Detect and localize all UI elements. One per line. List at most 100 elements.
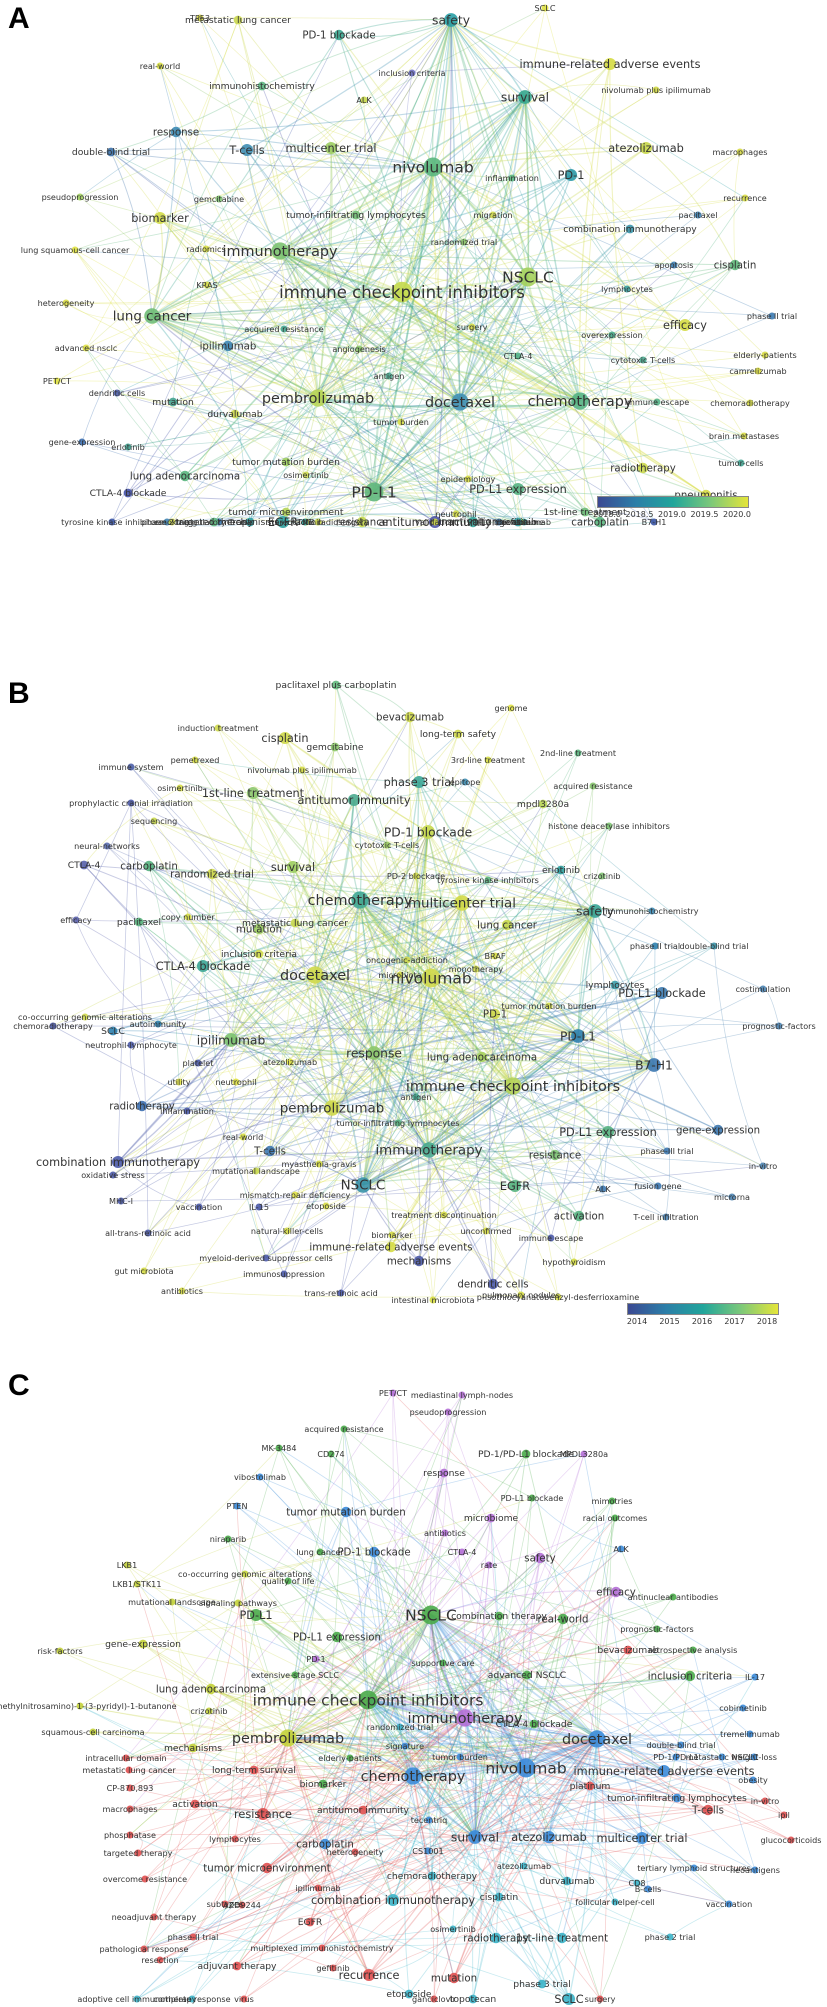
edge: [151, 315, 745, 437]
node-nivolumab: [423, 157, 443, 177]
edge: [596, 1738, 643, 1839]
edge: [279, 166, 434, 252]
edge: [279, 250, 519, 490]
edge: [178, 974, 316, 1083]
edge: [318, 1085, 514, 1165]
node-camrelizumab: [754, 367, 762, 375]
edge: [430, 1614, 785, 1816]
edge: [137, 1737, 289, 1854]
node-inclusion-criteria: [408, 69, 416, 77]
edge: [427, 1809, 709, 1852]
edge: [412, 1738, 598, 1777]
node-advanced-nsclc: [522, 1670, 532, 1680]
edge: [252, 792, 514, 1087]
edge: [269, 1150, 556, 1160]
node-chemotherapy: [351, 891, 369, 909]
edge: [368, 1738, 598, 1976]
edge: [287, 1580, 476, 1838]
edge: [283, 1107, 333, 1275]
node-tumor-mutation-burden: [281, 457, 291, 467]
edge: [474, 1564, 490, 1838]
label-sclc: SCLC: [535, 3, 556, 13]
edge: [85, 347, 436, 523]
edge: [453, 1738, 598, 1979]
node-nsclc: [518, 267, 538, 287]
edge: [210, 1688, 414, 1777]
label-chemotherapy: chemotherapy: [308, 893, 413, 909]
edge: [354, 1851, 616, 1903]
label-acquired-resistance: acquired resistance: [244, 324, 323, 334]
edge: [305, 19, 452, 476]
edge: [184, 96, 526, 477]
edge: [230, 928, 260, 1041]
edge: [112, 910, 596, 1032]
edge: [367, 1596, 674, 1701]
edge: [373, 875, 417, 1054]
label-phase-iii-trial: phase-III trial: [640, 1146, 693, 1156]
edge: [317, 147, 332, 399]
edge: [433, 1767, 527, 2000]
node-sequencing: [150, 817, 158, 825]
node-immunotherapy: [421, 1142, 437, 1158]
edge: [283, 96, 526, 330]
label-mutation: mutation: [236, 925, 282, 936]
node-atezolizumab: [542, 1830, 556, 1844]
label-racial-outcomes: racial outcomes: [583, 1513, 648, 1523]
edge: [391, 910, 596, 1236]
label-radiotherapy: radiotherapy: [109, 1102, 175, 1113]
node-multicenter-trial: [324, 141, 338, 155]
label-tumor-infiltrating-lymphocytes: tumor-infiltrating lymphocytes: [607, 1793, 747, 1804]
edge: [399, 1726, 766, 1802]
label-histone-deacetylase-inhibitors: histone deacetylase inhibitors: [548, 821, 670, 831]
node-nivolumab-plus-ipilimumab: [652, 86, 660, 94]
edge: [578, 63, 611, 402]
edge: [412, 1500, 613, 1777]
edge: [151, 291, 403, 317]
edge: [143, 1447, 280, 1950]
edge: [427, 1614, 433, 1877]
edge: [596, 1738, 709, 1811]
node-pembrolizumab: [309, 389, 327, 407]
node-genome: [507, 704, 515, 712]
edge: [287, 1737, 370, 1976]
node-antitumor-immunity: [358, 1805, 368, 1815]
edge: [111, 19, 452, 523]
edge: [234, 1618, 564, 1840]
edge: [467, 355, 519, 480]
edge: [56, 380, 319, 399]
edge: [284, 737, 429, 833]
edge: [246, 149, 434, 168]
edge: [409, 716, 429, 833]
edge: [474, 1674, 528, 1838]
edges: [56, 7, 773, 530]
node-chemotherapy: [404, 1767, 422, 1785]
node-b-cells: [644, 1885, 652, 1893]
edge: [472, 1836, 482, 2000]
edge: [287, 1737, 430, 1821]
edge: [258, 803, 544, 1208]
edge: [246, 149, 519, 357]
label-targeted-therapy: targeted therapy: [175, 517, 254, 528]
node-radiotherapy: [490, 1932, 502, 1944]
label-lymphocytes: lymphocytes: [586, 980, 645, 991]
edge: [142, 1643, 476, 1838]
edge: [358, 324, 686, 350]
node-pembrolizumab: [279, 1729, 297, 1747]
label-mhc-i: MHC-I: [109, 1196, 133, 1206]
edge: [265, 1035, 579, 1259]
label-combination-immunotherapy: combination immunotherapy: [36, 1156, 200, 1169]
label-safety: safety: [524, 1554, 555, 1565]
node-chemotherapy: [571, 392, 589, 410]
label-glucocorticoids: glucocorticoids: [760, 1835, 821, 1845]
edge: [317, 370, 759, 399]
node-real-world: [239, 1133, 247, 1141]
edge: [428, 902, 463, 1151]
edge: [110, 151, 742, 464]
node-bevacizumab: [623, 1645, 633, 1655]
edge: [130, 766, 596, 912]
edge: [431, 19, 452, 168]
node-phase-3-trial: [537, 1979, 547, 1989]
edge: [309, 1699, 369, 1923]
edge: [181, 1052, 375, 1292]
edge: [317, 354, 766, 399]
